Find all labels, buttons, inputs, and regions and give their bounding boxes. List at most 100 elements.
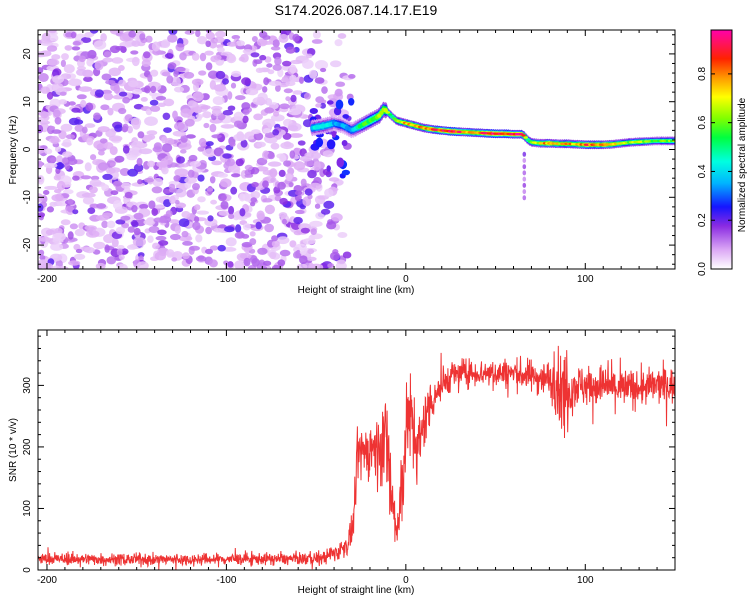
noise-blob xyxy=(273,39,280,48)
noise-blob xyxy=(67,198,74,205)
noise-blob xyxy=(165,210,173,218)
noise-blob xyxy=(170,233,181,241)
noise-blob xyxy=(278,212,288,218)
noise-blob xyxy=(263,77,270,86)
noise-blob xyxy=(241,102,251,110)
noise-blob xyxy=(39,255,46,261)
noise-blob xyxy=(197,36,208,45)
colorbar: 0.0 0.2 0.4 0.6 0.8 Normalized spectral ampl… xyxy=(697,29,748,276)
noise-blob xyxy=(146,130,158,136)
noise-blob xyxy=(249,238,257,246)
noise-blob xyxy=(160,158,168,168)
noise-blob xyxy=(282,132,292,140)
noise-blob xyxy=(289,64,297,74)
noise-blob xyxy=(80,99,87,108)
noise-blob xyxy=(161,39,171,48)
noise-blob xyxy=(249,231,256,237)
noise-blob xyxy=(161,166,169,175)
noise-blob xyxy=(234,231,245,239)
streak-blob xyxy=(522,151,527,157)
ridge-segment xyxy=(383,108,388,113)
noise-blob xyxy=(43,190,50,195)
noise-blob xyxy=(262,150,270,160)
noise-blob xyxy=(55,200,69,207)
noise-blob xyxy=(45,229,55,236)
noise-blob xyxy=(185,134,196,139)
noise-blob xyxy=(151,186,163,194)
noise-blob xyxy=(209,245,219,251)
noise-blob xyxy=(63,64,75,74)
noise-blob xyxy=(282,60,292,67)
noise-blob xyxy=(233,111,244,121)
y-tick-label: 100 xyxy=(22,500,33,517)
noise-blob xyxy=(64,162,70,170)
noise-blob xyxy=(184,177,198,184)
noise-blob xyxy=(129,147,143,157)
noise-blob xyxy=(239,193,246,202)
noise-blob xyxy=(330,60,342,68)
noise-blob xyxy=(209,259,218,268)
noise-blob xyxy=(227,91,233,100)
noise-blob xyxy=(223,260,229,266)
noise-blob xyxy=(324,188,334,198)
noise-blob xyxy=(44,148,53,155)
noise-blob xyxy=(211,134,222,139)
noise-blob xyxy=(293,230,303,236)
noise-blob xyxy=(205,40,211,48)
noise-blob xyxy=(227,165,241,173)
noise-blob xyxy=(155,235,167,241)
noise-blob xyxy=(42,262,54,269)
noise-blob xyxy=(179,163,189,168)
ridge-segment xyxy=(385,111,391,114)
noise-blob xyxy=(218,193,227,202)
noise-blob xyxy=(312,30,321,39)
noise-blob xyxy=(65,134,76,140)
noise-blob xyxy=(241,77,251,86)
noise-blob xyxy=(94,60,104,71)
noise-blob xyxy=(289,150,296,159)
transition-blob xyxy=(348,98,355,106)
noise-blob xyxy=(137,131,145,139)
noise-blob xyxy=(84,247,95,254)
noise-blob xyxy=(240,53,249,63)
noise-blob xyxy=(294,209,305,215)
noise-blob xyxy=(272,64,282,71)
noise-blob xyxy=(323,200,335,209)
noise-blob xyxy=(292,33,300,43)
colorbar-tick-label: 0.2 xyxy=(697,213,708,227)
noise-blob xyxy=(49,157,57,163)
noise-blob xyxy=(271,235,278,242)
noise-blob xyxy=(84,32,94,38)
noise-blob xyxy=(227,261,234,268)
noise-blob xyxy=(242,109,250,115)
noise-blob xyxy=(38,203,44,212)
noise-blob xyxy=(53,174,61,181)
noise-blob xyxy=(38,67,44,74)
noise-blob xyxy=(112,180,123,187)
colorbar-frame xyxy=(710,29,733,270)
spectrogram-noise xyxy=(38,30,356,269)
noise-blob xyxy=(143,219,154,225)
noise-blob xyxy=(335,81,346,87)
noise-blob xyxy=(128,30,137,38)
noise-blob xyxy=(60,123,73,132)
noise-blob xyxy=(326,221,337,230)
transition-blob xyxy=(342,114,350,119)
streak-blob xyxy=(522,189,527,195)
noise-blob xyxy=(251,36,258,42)
noise-blob xyxy=(131,56,140,67)
noise-blob xyxy=(256,157,268,166)
noise-blob xyxy=(60,219,71,226)
y-tick-label: 0 xyxy=(22,567,33,573)
noise-blob xyxy=(163,127,172,133)
noise-blob xyxy=(55,146,62,153)
noise-blob xyxy=(211,160,223,166)
noise-blob xyxy=(235,40,245,47)
noise-blob xyxy=(303,92,311,100)
noise-blob xyxy=(227,105,236,111)
noise-blob xyxy=(172,110,178,120)
noise-blob xyxy=(342,251,352,259)
noise-blob xyxy=(69,223,78,230)
noise-blob xyxy=(52,238,64,244)
noise-blob xyxy=(101,184,110,192)
